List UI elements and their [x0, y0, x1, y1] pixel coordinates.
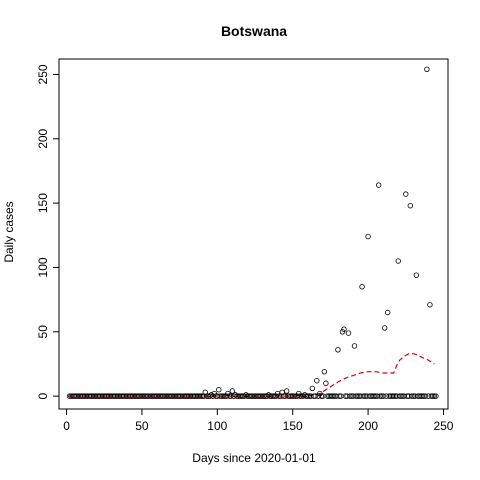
data-point-zero-144	[305, 393, 311, 399]
data-point-zero-181	[380, 393, 386, 399]
data-point-25	[365, 233, 371, 240]
data-point-zero-163	[347, 393, 353, 399]
data-point-zero-92	[207, 393, 213, 399]
data-point-28	[384, 309, 391, 316]
data-point-zero-203	[422, 393, 429, 399]
axes-layer: 0 50 100 150 200 250 0 50 100 150 200 250	[36, 64, 454, 433]
data-point-zero-201	[419, 393, 426, 399]
data-point-zero-156	[330, 393, 337, 399]
x-tick-label-3: 150	[283, 419, 303, 433]
data-point-22	[345, 330, 352, 336]
data-point-0	[202, 389, 208, 395]
x-tick-label-5: 250	[433, 419, 453, 433]
data-point-zero-207	[431, 393, 438, 399]
data-point-zero-159	[336, 393, 343, 399]
data-point-zero-98	[220, 393, 227, 399]
data-point-24	[359, 284, 365, 290]
data-point-18	[323, 380, 329, 386]
plot-frame	[58, 58, 449, 410]
data-point-zero-137	[291, 393, 297, 399]
data-point-zero-206	[430, 393, 436, 399]
x-tick-label-2: 100	[207, 419, 227, 433]
trend-line	[68, 353, 435, 397]
data-point-zero-208	[433, 393, 439, 399]
data-point-4	[225, 390, 231, 397]
data-point-zero-87	[198, 393, 204, 399]
data-point-14	[309, 385, 315, 392]
data-point-27	[381, 325, 388, 331]
y-tick-label-5: 250	[36, 64, 50, 84]
chart-title: Botswana	[221, 23, 287, 39]
data-point-zero-179	[377, 393, 383, 399]
data-point-zero-148	[312, 393, 319, 399]
data-point-23	[351, 343, 358, 349]
points-layer	[66, 66, 439, 399]
data-point-zero-195	[409, 393, 415, 399]
y-tick-label-3: 150	[36, 193, 50, 213]
x-tick-label-1: 50	[135, 419, 149, 433]
data-point-zero-186	[391, 393, 397, 399]
data-point-11	[283, 388, 290, 394]
y-tick-label-1: 50	[36, 325, 50, 339]
y-tick-label-4: 200	[36, 128, 50, 148]
data-point-34	[427, 302, 433, 308]
data-point-12	[296, 390, 302, 397]
data-point-zero-190	[398, 393, 404, 399]
data-point-16	[317, 390, 323, 397]
y-tick-label-2: 100	[36, 257, 50, 277]
data-point-26	[375, 182, 382, 188]
trend-layer	[68, 353, 435, 397]
data-point-1	[208, 392, 214, 398]
data-point-17	[321, 368, 328, 375]
data-point-33	[424, 66, 430, 72]
data-point-31	[407, 202, 414, 209]
data-point-zero-170	[360, 393, 367, 399]
data-point-32	[413, 272, 420, 278]
data-point-6	[232, 392, 239, 398]
data-point-15	[314, 377, 320, 384]
data-point-19	[335, 347, 341, 353]
data-point-29	[395, 258, 401, 264]
data-point-21	[341, 326, 347, 332]
x-tick-label-0: 0	[63, 419, 70, 433]
y-axis-title: Daily cases	[2, 201, 16, 262]
data-point-3	[216, 387, 222, 393]
x-axis-title: Days since 2020-01-01	[192, 451, 316, 465]
data-point-8	[265, 392, 272, 398]
data-point-7	[243, 392, 249, 398]
data-point-13	[302, 392, 308, 398]
x-tick-label-4: 200	[358, 419, 378, 433]
data-point-5	[229, 388, 236, 394]
data-point-30	[403, 191, 409, 197]
data-point-zero-167	[354, 393, 361, 399]
y-tick-label-0: 0	[36, 392, 50, 399]
data-point-2	[211, 390, 217, 397]
data-point-zero-176	[371, 393, 377, 399]
